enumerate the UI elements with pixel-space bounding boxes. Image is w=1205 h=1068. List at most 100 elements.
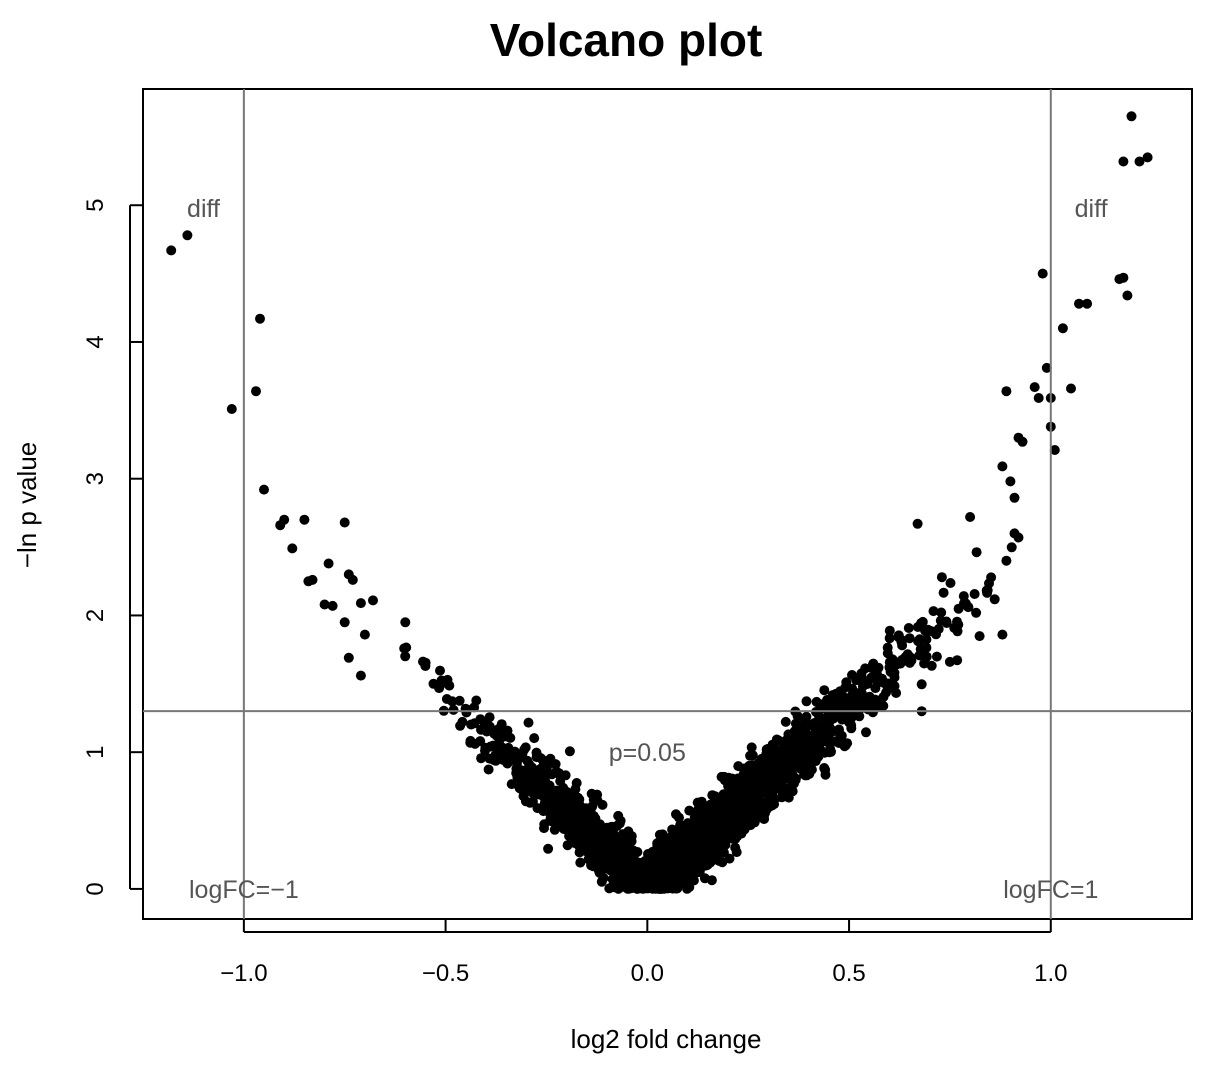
data-point: [562, 840, 573, 851]
data-point: [796, 729, 807, 740]
data-point: [650, 868, 661, 879]
data-point: [675, 841, 686, 852]
data-point: [560, 770, 571, 781]
data-point: [691, 861, 702, 872]
data-point: [705, 857, 716, 868]
data-point: [484, 712, 495, 723]
data-point: [1134, 156, 1145, 167]
data-point: [1057, 323, 1068, 334]
data-point: [971, 607, 982, 618]
data-point: [869, 663, 880, 674]
data-point: [570, 784, 581, 795]
data-point: [963, 602, 974, 612]
data-point: [543, 843, 554, 854]
data-point: [1001, 386, 1012, 397]
data-point: [824, 747, 835, 758]
data-point: [682, 854, 693, 865]
data-point: [1041, 362, 1052, 373]
data-point: [790, 718, 801, 729]
data-point: [816, 727, 826, 738]
data-point: [819, 699, 830, 710]
data-point: [824, 716, 835, 727]
data-point: [565, 808, 576, 818]
data-point: [832, 698, 843, 709]
data-point: [435, 665, 445, 676]
data-point: [494, 735, 505, 746]
data-point: [778, 767, 789, 778]
data-point: [749, 817, 760, 828]
data-point: [441, 694, 452, 704]
y-tick-label: 5: [82, 199, 109, 212]
data-point: [512, 752, 523, 763]
data-point: [471, 695, 482, 706]
data-point: [694, 834, 705, 845]
x-tick-label: −1.0: [220, 960, 267, 987]
data-point: [540, 782, 551, 793]
data-point: [776, 783, 787, 794]
data-point: [644, 880, 655, 891]
data-point: [882, 642, 893, 653]
data-point: [1049, 445, 1060, 455]
data-point: [944, 656, 955, 667]
data-point: [945, 578, 956, 588]
data-point: [436, 675, 447, 686]
data-point: [428, 678, 439, 689]
data-point: [778, 743, 789, 753]
data-point: [454, 695, 465, 706]
data-point: [659, 839, 670, 850]
data-point: [674, 812, 684, 823]
data-point: [860, 663, 871, 674]
data-point: [444, 680, 455, 691]
data-point: [1114, 274, 1125, 285]
data-point: [689, 849, 700, 860]
data-point: [780, 716, 791, 727]
data-point: [355, 598, 366, 609]
data-point: [783, 729, 794, 740]
data-point: [581, 803, 591, 814]
data-point: [343, 652, 354, 663]
annotation-label: diff: [187, 195, 220, 223]
data-point: [1013, 532, 1024, 543]
data-point: [547, 769, 557, 780]
data-point: [581, 812, 592, 823]
data-point: [921, 642, 932, 653]
data-point: [663, 874, 674, 885]
data-point: [339, 617, 350, 628]
data-point: [469, 718, 480, 729]
data-point: [400, 617, 411, 628]
data-point: [732, 831, 743, 842]
data-point: [275, 520, 286, 531]
data-point: [799, 717, 810, 728]
data-point: [399, 643, 410, 654]
data-point: [762, 760, 773, 771]
data-point: [584, 829, 595, 840]
data-point: [997, 629, 1008, 640]
data-point: [582, 846, 593, 857]
data-point: [476, 724, 486, 735]
data-point: [605, 848, 616, 859]
data-point: [707, 801, 718, 812]
data-point: [550, 795, 560, 806]
data-point: [574, 827, 585, 838]
x-tick-label: −0.5: [422, 960, 469, 987]
data-point: [714, 856, 725, 867]
data-point: [989, 594, 1000, 605]
chart-title: Volcano plot: [490, 14, 763, 66]
data-point: [1033, 393, 1044, 403]
data-point: [506, 779, 517, 790]
data-point: [484, 721, 495, 732]
data-point: [640, 865, 651, 876]
reference-lines: [143, 89, 1192, 919]
data-point: [625, 856, 636, 867]
data-point: [931, 651, 942, 662]
data-point: [811, 696, 822, 707]
data-point: [971, 547, 982, 558]
data-point: [255, 313, 265, 324]
data-point: [721, 794, 732, 805]
annotation-label: p=0.05: [609, 739, 686, 767]
y-tick-label: 4: [82, 335, 109, 348]
data-point: [982, 587, 993, 598]
data-point: [400, 651, 411, 662]
data-point: [1001, 555, 1012, 566]
data-point: [699, 873, 710, 884]
